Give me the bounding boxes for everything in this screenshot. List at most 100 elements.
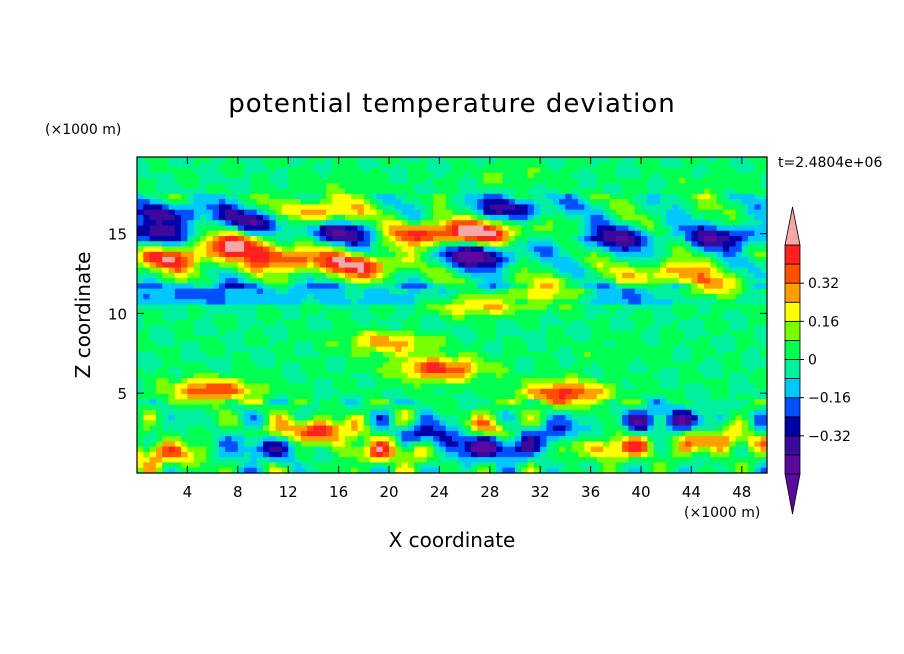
field-cell xyxy=(162,325,170,332)
field-cell xyxy=(206,283,214,290)
field-cell xyxy=(414,230,422,237)
field-cell xyxy=(546,372,554,379)
field-cell xyxy=(225,357,233,363)
field-cell xyxy=(181,267,188,274)
field-cell xyxy=(332,183,340,190)
field-cell xyxy=(332,188,340,195)
field-cell xyxy=(470,283,478,290)
field-cell xyxy=(256,346,264,353)
field-cell xyxy=(678,172,686,179)
field-cell xyxy=(212,162,220,169)
field-cell xyxy=(181,351,188,358)
field-cell xyxy=(439,278,447,284)
field-cell xyxy=(187,214,195,221)
field-cell xyxy=(250,241,258,248)
field-cell xyxy=(741,315,749,321)
field-cell xyxy=(470,293,478,300)
field-cell xyxy=(710,404,718,411)
field-cell xyxy=(269,330,277,337)
field-cell xyxy=(729,330,737,337)
field-cell xyxy=(464,278,472,284)
field-cell xyxy=(653,220,661,227)
field-cell xyxy=(395,236,403,242)
field-cell xyxy=(678,399,686,406)
field-cell xyxy=(571,241,579,248)
field-cell xyxy=(754,204,762,211)
field-cell xyxy=(634,325,642,332)
field-cell xyxy=(666,178,674,184)
field-cell xyxy=(307,204,314,211)
field-cell xyxy=(395,336,403,342)
field-cell xyxy=(622,283,629,290)
field-cell xyxy=(294,246,302,253)
field-cell xyxy=(389,225,396,232)
field-cell xyxy=(710,362,718,369)
field-cell xyxy=(647,278,655,284)
field-cell xyxy=(722,367,730,374)
field-cell xyxy=(218,399,226,406)
field-cell xyxy=(628,209,636,216)
field-cell xyxy=(685,409,692,416)
field-cell xyxy=(628,415,636,421)
field-cell xyxy=(615,378,623,385)
field-cell xyxy=(193,372,201,379)
field-cell xyxy=(288,220,296,227)
field-cell xyxy=(716,304,724,311)
field-cell xyxy=(653,278,661,284)
field-cell xyxy=(281,409,289,416)
field-cell xyxy=(256,278,264,284)
field-cell xyxy=(540,341,548,348)
field-cell xyxy=(433,230,440,237)
field-cell xyxy=(168,378,176,385)
field-cell xyxy=(269,304,277,311)
field-cell xyxy=(433,383,440,390)
field-cell xyxy=(382,336,390,342)
field-cell xyxy=(697,236,705,242)
field-cell xyxy=(363,293,371,300)
field-cell xyxy=(326,178,333,184)
field-cell xyxy=(603,272,611,279)
field-cell xyxy=(332,157,340,163)
field-cell xyxy=(351,378,359,385)
field-cell xyxy=(615,357,623,363)
field-cell xyxy=(137,399,144,406)
field-cell xyxy=(559,214,566,221)
field-cell xyxy=(622,351,629,358)
field-cell xyxy=(414,404,422,411)
field-cell xyxy=(508,357,516,363)
field-cell xyxy=(332,236,340,242)
field-cell xyxy=(426,267,434,274)
field-cell xyxy=(395,288,403,295)
field-cell xyxy=(552,336,560,342)
field-cell xyxy=(659,272,667,279)
field-cell xyxy=(363,193,371,200)
field-cell xyxy=(269,283,277,290)
field-cell xyxy=(666,278,674,284)
field-cell xyxy=(622,278,629,284)
field-cell xyxy=(697,172,705,179)
field-cell xyxy=(376,378,384,385)
field-cell xyxy=(426,299,434,306)
field-cell xyxy=(231,315,239,321)
field-cell xyxy=(565,267,573,274)
field-cell xyxy=(407,351,415,358)
field-cell xyxy=(641,415,648,421)
field-cell xyxy=(414,283,422,290)
field-cell xyxy=(590,272,598,279)
field-cell xyxy=(685,362,692,369)
field-cell xyxy=(275,162,283,169)
field-cell xyxy=(496,172,503,179)
field-cell xyxy=(401,220,409,227)
field-cell xyxy=(162,262,170,269)
field-cell xyxy=(401,341,409,348)
field-cell xyxy=(294,404,302,411)
field-cell xyxy=(269,341,277,348)
field-cell xyxy=(155,293,163,300)
field-cell xyxy=(596,320,604,327)
field-cell xyxy=(414,394,422,400)
field-cell xyxy=(275,351,283,358)
field-cell xyxy=(722,362,730,369)
field-cell xyxy=(741,362,749,369)
field-cell xyxy=(137,304,144,311)
field-cell xyxy=(546,336,554,342)
